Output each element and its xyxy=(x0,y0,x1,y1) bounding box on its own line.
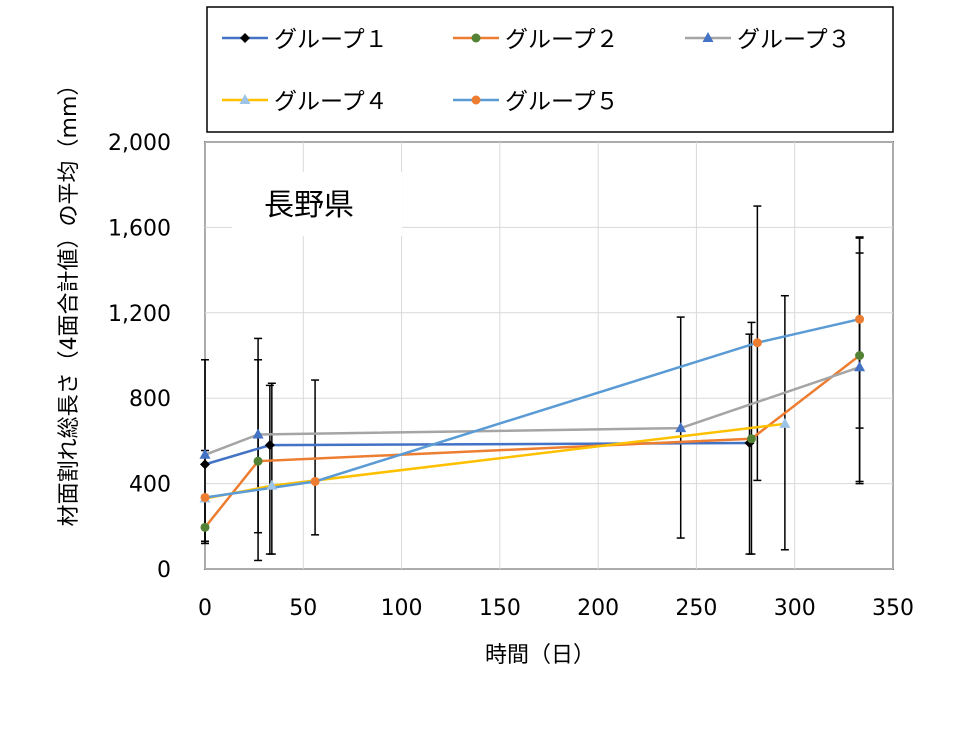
legend-marker-5 xyxy=(471,95,481,105)
y-tick-label: 1,600 xyxy=(108,216,171,241)
annotation-label: 長野県 xyxy=(264,188,354,223)
legend: グループ１ グループ２ グループ３ グループ４ グループ５ xyxy=(206,6,894,133)
y-tick-label: 2,000 xyxy=(108,131,171,156)
legend-marker-4 xyxy=(239,94,251,104)
series-markers xyxy=(199,314,866,532)
data-point-4 xyxy=(779,417,791,428)
x-tick-label: 0 xyxy=(198,596,212,621)
x-tick-label: 100 xyxy=(381,596,423,621)
y-tick-label: 1,200 xyxy=(108,302,171,327)
x-tick-label: 50 xyxy=(289,596,317,621)
annotation-background xyxy=(232,172,402,236)
legend-marker-1 xyxy=(240,33,250,43)
data-point-5 xyxy=(752,338,762,348)
legend-label-4: グループ４ xyxy=(274,89,388,115)
y-axis-title: 材面割れ総長さ（4面合計値）の平均（mm） xyxy=(57,74,82,527)
legend-marker-3 xyxy=(702,32,714,42)
data-point-3 xyxy=(675,422,687,433)
data-point-2 xyxy=(253,456,263,466)
legend-label-2: グループ２ xyxy=(505,27,619,53)
data-point-2 xyxy=(200,522,210,532)
legend-frame xyxy=(206,6,894,133)
x-tick-label: 200 xyxy=(577,596,619,621)
legend-label-5: グループ５ xyxy=(505,89,619,115)
data-point-3 xyxy=(252,428,264,439)
y-tick-label: 400 xyxy=(129,473,171,498)
x-tick-label: 150 xyxy=(479,596,521,621)
y-tick-label: 800 xyxy=(129,387,171,412)
y-tick-labels: 0 400 800 1,200 1,600 2,000 xyxy=(108,131,171,583)
series-line-3 xyxy=(204,366,860,456)
legend-label-3: グループ３ xyxy=(737,27,851,53)
x-tick-label: 300 xyxy=(774,596,816,621)
data-point-5 xyxy=(200,492,210,502)
data-point-2 xyxy=(855,351,865,360)
data-point-2 xyxy=(746,434,756,444)
y-tick-label: 0 xyxy=(157,558,171,583)
x-tick-label: 250 xyxy=(675,596,717,621)
data-point-5 xyxy=(310,476,320,486)
x-tick-labels: 0 50 100 150 200 250 300 350 xyxy=(198,596,914,621)
data-point-3 xyxy=(854,361,866,372)
data-point-3 xyxy=(199,448,211,459)
data-point-5 xyxy=(855,314,865,324)
x-axis-title: 時間（日） xyxy=(485,643,595,668)
data-point-4 xyxy=(266,479,278,490)
legend-label-1: グループ１ xyxy=(274,27,388,53)
series-line-5 xyxy=(204,317,860,499)
legend-marker-2 xyxy=(471,33,481,43)
data-point-1 xyxy=(264,440,275,451)
x-tick-label: 350 xyxy=(872,596,914,621)
data-point-1 xyxy=(200,459,210,470)
